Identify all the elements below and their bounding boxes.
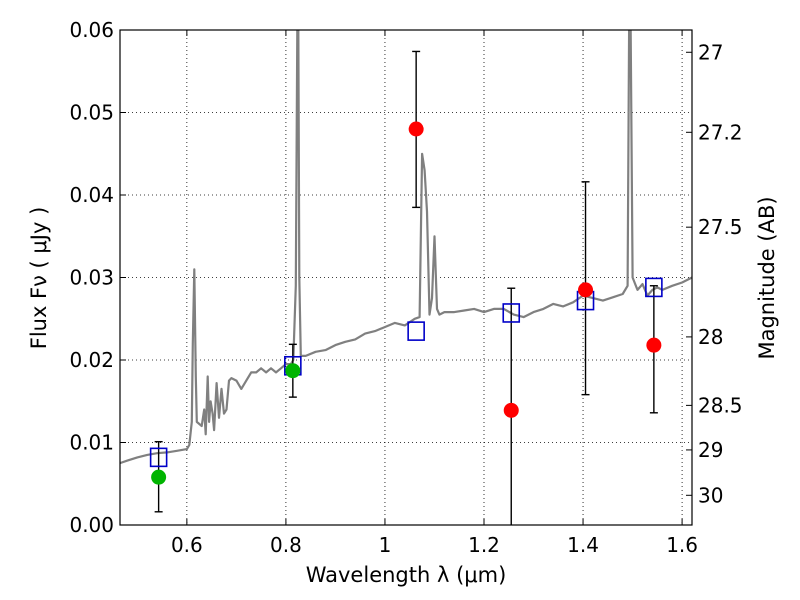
right-tick-label: 29 [698, 438, 723, 462]
y-tick-label: 0.06 [69, 18, 114, 42]
y-tick-label: 0.00 [69, 513, 114, 537]
red-point [646, 337, 662, 353]
y-tick-label: 0.05 [69, 101, 114, 125]
y-tick-label: 0.04 [69, 183, 114, 207]
x-tick-label: 1.2 [468, 533, 500, 557]
right-tick-label: 27.2 [698, 120, 743, 144]
x-tick-label: 1 [379, 533, 392, 557]
right-axis-title: Magnitude (AB) [755, 196, 779, 359]
red-point [578, 282, 594, 298]
axes-layer: 0.6 0.8 1 1.2 1.4 1.6 0.00 0.01 0.02 0.03 0.04 0.05… [69, 18, 742, 557]
marker-layer [149, 121, 663, 485]
spectrum-layer [120, 30, 692, 465]
x-tick-label: 1.6 [666, 533, 698, 557]
right-tick-label: 27.5 [698, 215, 743, 239]
y-tick-label: 0.01 [69, 431, 114, 455]
spectrum-line [120, 30, 692, 465]
y-tick-label: 0.02 [69, 348, 114, 372]
red-point [408, 121, 424, 137]
x-axis-title: Wavelength λ (μm) [306, 563, 507, 587]
y-axis-title: Flux Fν ( μJy ) [27, 207, 51, 350]
green-point [151, 469, 167, 485]
model-square-marker [645, 277, 663, 298]
x-tick-label: 0.8 [270, 533, 302, 557]
red-point [503, 402, 519, 418]
y-tick-label: 0.03 [69, 266, 114, 290]
x-tick-label: 0.6 [171, 533, 203, 557]
green-point [285, 363, 301, 379]
x-tick-label: 1.4 [567, 533, 599, 557]
right-tick-label: 30 [698, 483, 723, 507]
plot-frame [119, 29, 693, 526]
right-tick-label: 28.5 [698, 393, 743, 417]
model-square-marker [502, 303, 521, 323]
grid-lines [120, 30, 692, 525]
right-tick-label: 28 [698, 325, 723, 349]
model-square-marker [149, 447, 168, 468]
right-tick-label: 27 [698, 40, 723, 64]
model-square-marker [407, 321, 425, 341]
